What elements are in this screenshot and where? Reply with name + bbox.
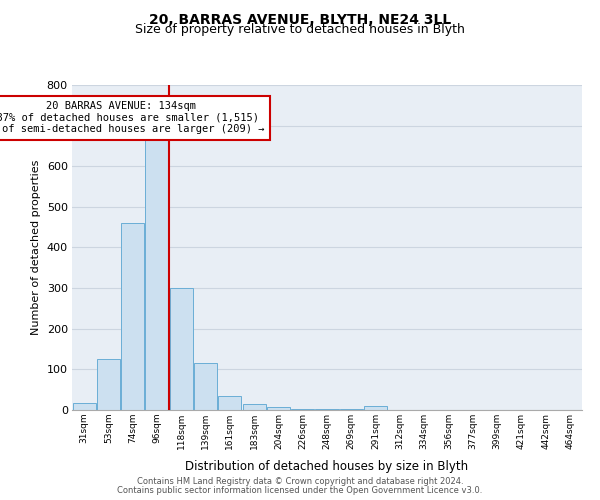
Text: Contains HM Land Registry data © Crown copyright and database right 2024.: Contains HM Land Registry data © Crown c…	[137, 477, 463, 486]
Bar	[97, 359, 120, 410]
Bar	[170, 288, 193, 410]
Bar	[145, 140, 169, 410]
Bar	[267, 407, 290, 410]
Text: Size of property relative to detached houses in Blyth: Size of property relative to detached ho…	[135, 24, 465, 36]
Bar	[340, 409, 363, 410]
Text: 20 BARRAS AVENUE: 134sqm
← 87% of detached houses are smaller (1,515)
12% of sem: 20 BARRAS AVENUE: 134sqm ← 87% of detach…	[0, 101, 265, 134]
Bar	[291, 409, 314, 410]
Bar	[73, 402, 95, 410]
Y-axis label: Number of detached properties: Number of detached properties	[31, 160, 41, 335]
Bar	[121, 223, 144, 410]
Bar	[316, 409, 338, 410]
Bar	[194, 364, 217, 410]
Text: 20, BARRAS AVENUE, BLYTH, NE24 3LL: 20, BARRAS AVENUE, BLYTH, NE24 3LL	[149, 12, 451, 26]
Bar	[364, 406, 387, 410]
Text: Contains public sector information licensed under the Open Government Licence v3: Contains public sector information licen…	[118, 486, 482, 495]
Bar	[242, 404, 266, 410]
X-axis label: Distribution of detached houses by size in Blyth: Distribution of detached houses by size …	[185, 460, 469, 473]
Bar	[218, 396, 241, 410]
